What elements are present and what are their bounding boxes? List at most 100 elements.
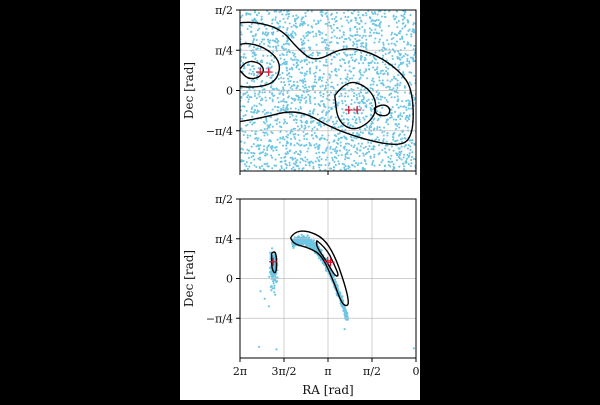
data-point	[254, 132, 257, 135]
data-point	[359, 76, 362, 79]
data-point	[279, 10, 283, 13]
data-point	[347, 21, 350, 24]
data-point	[370, 101, 373, 105]
data-point	[342, 118, 345, 121]
data-point	[263, 25, 266, 28]
data-point	[398, 32, 401, 35]
data-point	[331, 273, 334, 276]
data-point	[297, 239, 300, 243]
data-point	[280, 107, 283, 110]
data-point	[405, 63, 408, 66]
data-point	[250, 151, 253, 154]
data-point	[398, 157, 401, 160]
data-point	[290, 75, 293, 78]
data-point	[402, 55, 405, 58]
data-point	[361, 94, 364, 97]
data-point	[312, 137, 315, 140]
data-point	[310, 10, 313, 13]
data-point	[304, 15, 307, 18]
data-point	[282, 122, 285, 125]
data-point	[387, 123, 390, 126]
data-point	[251, 106, 254, 109]
data-point	[258, 102, 261, 105]
data-point	[386, 85, 390, 88]
data-point	[328, 162, 331, 165]
data-point	[261, 150, 264, 154]
data-point	[290, 138, 293, 141]
data-point	[370, 125, 373, 129]
data-point	[388, 116, 392, 119]
data-point	[331, 159, 334, 162]
data-point	[287, 10, 290, 13]
data-point	[350, 87, 353, 91]
data-point	[255, 111, 258, 115]
data-point	[250, 72, 253, 75]
data-point	[285, 69, 289, 72]
data-point	[395, 10, 398, 13]
data-point	[259, 60, 262, 63]
data-point	[302, 43, 305, 46]
data-point	[346, 75, 349, 78]
data-point	[404, 161, 407, 164]
data-point	[266, 148, 269, 151]
data-point	[269, 54, 273, 57]
data-point	[402, 162, 405, 165]
y-tick-label: π/4	[215, 44, 233, 57]
data-point	[252, 151, 255, 155]
data-point	[397, 134, 400, 137]
data-point	[260, 104, 263, 107]
data-point	[335, 74, 338, 77]
data-point	[315, 65, 318, 68]
data-point	[285, 166, 288, 169]
data-point	[410, 35, 413, 38]
y-tick-label: π/4	[215, 233, 233, 246]
data-point	[302, 159, 305, 162]
data-point	[288, 161, 291, 164]
data-point	[308, 61, 311, 64]
data-point	[365, 54, 368, 57]
data-point	[381, 79, 384, 82]
data-point	[376, 13, 379, 16]
data-point	[398, 147, 401, 150]
data-point	[283, 168, 286, 171]
data-point	[384, 63, 387, 66]
data-point	[293, 133, 296, 136]
data-point	[411, 30, 414, 33]
data-point	[406, 147, 409, 150]
data-point	[329, 147, 332, 150]
data-point	[268, 275, 271, 278]
data-point	[361, 99, 364, 102]
data-point	[268, 124, 271, 127]
data-point	[296, 152, 300, 156]
truth-marker	[264, 68, 273, 77]
data-point	[259, 290, 262, 293]
data-point	[400, 158, 403, 161]
data-point	[364, 91, 367, 94]
data-point	[304, 164, 307, 167]
data-point	[403, 145, 406, 148]
data-point	[369, 31, 372, 34]
data-point	[402, 156, 405, 159]
data-point	[354, 19, 357, 22]
data-point	[356, 21, 359, 24]
data-point	[258, 27, 261, 30]
data-point	[348, 166, 351, 169]
data-point	[315, 67, 318, 70]
data-point	[300, 41, 303, 44]
data-point	[339, 141, 342, 144]
data-point	[366, 91, 369, 94]
data-point	[407, 116, 410, 119]
data-point	[289, 57, 293, 60]
data-point	[398, 57, 401, 60]
data-point	[340, 136, 344, 139]
data-point	[352, 67, 355, 70]
data-point	[296, 142, 299, 145]
data-point	[378, 38, 381, 41]
data-point	[360, 51, 363, 54]
data-point	[324, 64, 327, 67]
data-point	[376, 125, 379, 129]
data-point	[378, 144, 381, 147]
data-point	[291, 243, 294, 246]
plot-area-bottom	[240, 199, 416, 358]
data-point	[293, 244, 296, 247]
